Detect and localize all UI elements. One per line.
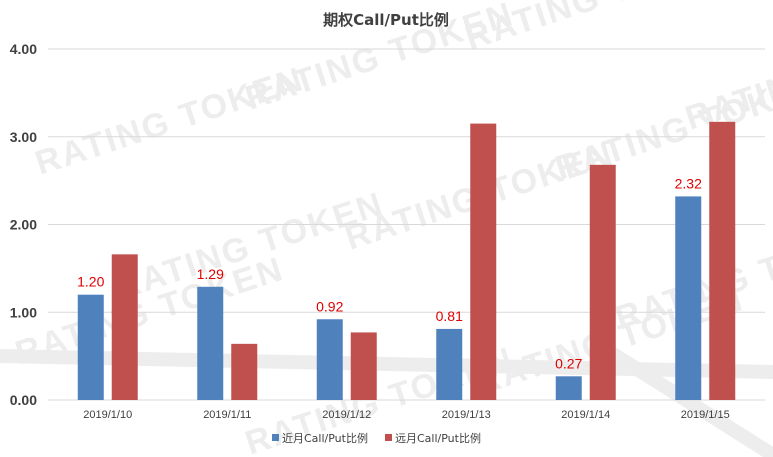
x-tick-label: 2019/1/10	[83, 409, 132, 421]
bar-near-month	[77, 294, 104, 400]
bar-far-month	[470, 123, 497, 401]
data-label: 1.29	[197, 266, 224, 282]
y-tick-label: 4.00	[10, 41, 37, 57]
chart-title: 期权Call/Put比例	[323, 11, 449, 29]
bar-far-month	[589, 164, 616, 400]
bar-far-month	[350, 332, 377, 400]
bar-far-month	[111, 254, 138, 400]
bar-near-month	[555, 376, 582, 400]
x-tick-label: 2019/1/14	[561, 409, 610, 421]
bar-far-month	[231, 343, 258, 400]
x-tick-label: 2019/1/12	[322, 409, 371, 421]
data-label: 0.81	[436, 308, 463, 324]
y-tick-label: 0.00	[10, 392, 37, 408]
bar-near-month	[197, 286, 224, 400]
x-tick-label: 2019/1/13	[442, 409, 491, 421]
y-tick-label: 3.00	[10, 129, 37, 145]
y-tick-label: 2.00	[10, 217, 37, 233]
legend-label: 远月Call/Put比例	[395, 431, 481, 445]
watermark-stroke	[603, 345, 773, 457]
data-label: 1.20	[77, 274, 104, 290]
bar-near-month	[436, 328, 463, 400]
y-tick-label: 1.00	[10, 304, 37, 320]
legend-label: 近月Call/Put比例	[282, 431, 368, 445]
data-label: 2.32	[675, 175, 702, 191]
bar-far-month	[709, 121, 736, 401]
x-tick-label: 2019/1/11	[203, 409, 251, 421]
data-label: 0.92	[316, 298, 343, 314]
legend-swatch	[385, 434, 392, 441]
bar-near-month	[316, 319, 343, 400]
bar-near-month	[675, 196, 702, 400]
legend-swatch	[272, 434, 279, 441]
data-label: 0.27	[555, 355, 582, 371]
x-tick-label: 2019/1/15	[681, 409, 730, 421]
